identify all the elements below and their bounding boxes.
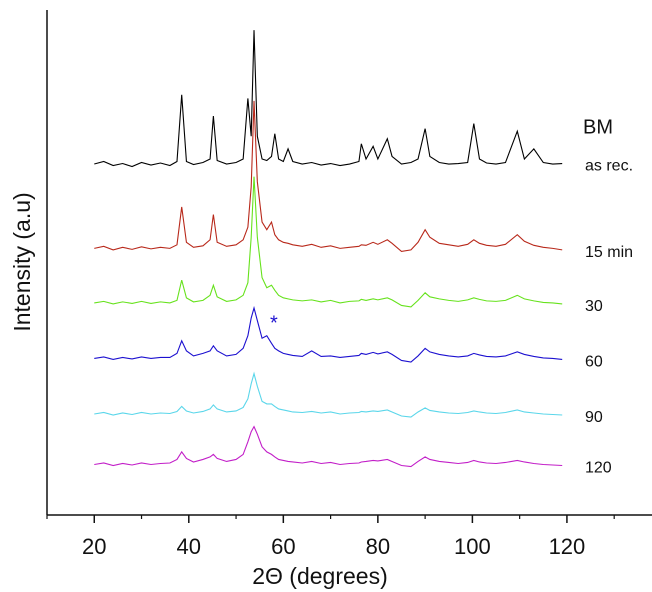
series-line — [94, 425, 563, 468]
series-label: 30 — [585, 298, 603, 315]
series-line — [94, 100, 563, 252]
series-line — [94, 371, 563, 418]
series-label: 90 — [585, 409, 603, 426]
x-tick-label: 60 — [271, 534, 295, 559]
y-axis-title: Intensity (a.u) — [9, 192, 35, 331]
series-line — [94, 176, 563, 308]
annotation: BM — [583, 116, 613, 138]
x-tick-label: 120 — [549, 534, 586, 559]
x-tick-label: 20 — [82, 534, 106, 559]
series-label: 120 — [585, 460, 612, 477]
x-tick-label: 80 — [366, 534, 390, 559]
series-label: 60 — [585, 354, 603, 371]
series-line — [94, 305, 563, 363]
annotation: * — [270, 312, 278, 334]
x-tick-label: 100 — [454, 534, 491, 559]
x-axis-title: 2Θ (degrees) — [252, 563, 388, 589]
series-line — [94, 30, 563, 168]
x-tick-label: 40 — [177, 534, 201, 559]
series-label: as rec. — [585, 158, 633, 175]
series-label: 15 min — [585, 244, 633, 261]
